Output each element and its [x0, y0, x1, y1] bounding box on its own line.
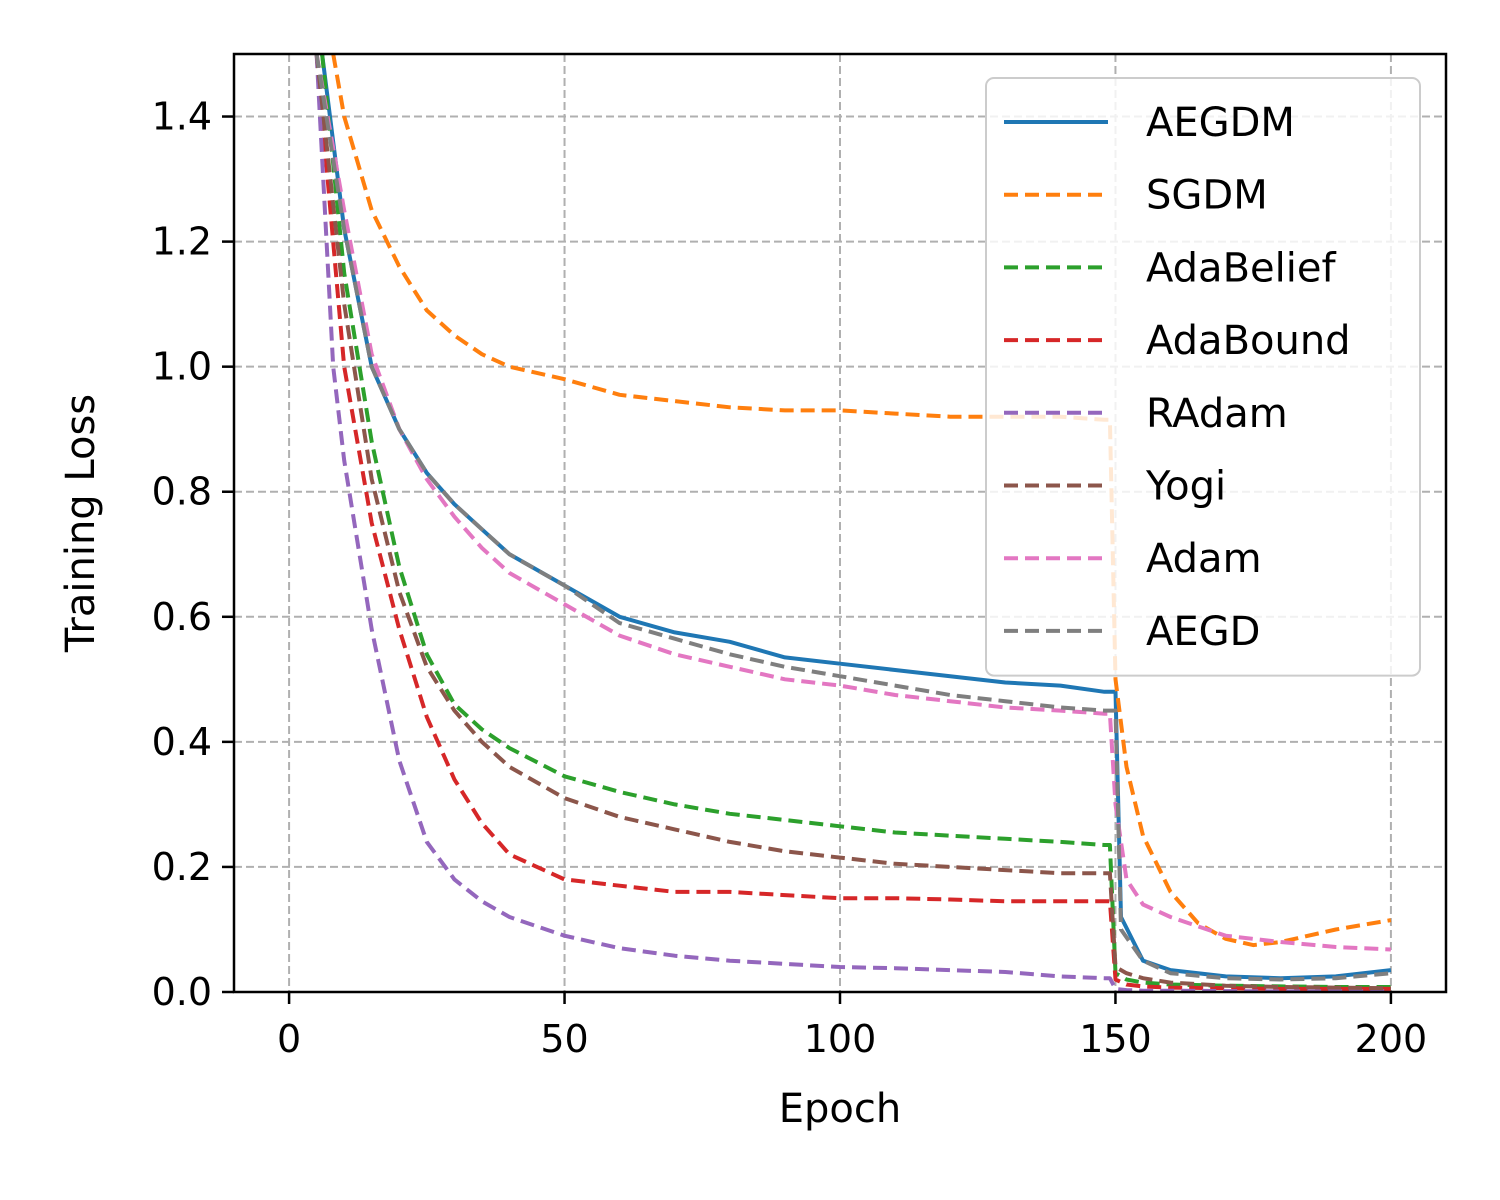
legend-label: AEGDM	[1146, 100, 1295, 146]
y-tick-label: 1.2	[152, 220, 212, 264]
legend-label: Adam	[1146, 536, 1262, 582]
x-tick-label: 200	[1355, 1017, 1428, 1061]
y-tick-label: 0.0	[152, 970, 212, 1014]
series-line-adabound	[314, 54, 1391, 991]
x-axis-title: Epoch	[779, 1086, 901, 1132]
legend: AEGDM SGDM AdaBelief AdaBound RAdam Yogi Adam A…	[985, 77, 1421, 677]
x-tick-label: 0	[277, 1017, 301, 1061]
legend-label: RAdam	[1146, 391, 1288, 437]
legend-label: AdaBelief	[1146, 245, 1336, 291]
legend-label: AEGD	[1146, 609, 1260, 655]
x-tick-label: 150	[1079, 1017, 1152, 1061]
x-tick-label: 100	[804, 1017, 877, 1061]
y-tick-label: 0.6	[152, 595, 212, 639]
x-tick-label: 50	[540, 1017, 588, 1061]
series-line-aegd	[314, 54, 1392, 982]
series-lines	[314, 54, 1392, 992]
legend-label: SGDM	[1146, 173, 1268, 219]
series-line-adam	[314, 54, 1391, 952]
series-line-adabelief	[320, 54, 1391, 989]
series-line-sgdm	[331, 54, 1392, 948]
y-tick-label: 0.2	[152, 845, 212, 889]
legend-label: AdaBound	[1146, 318, 1351, 364]
y-axis-title: Training Loss	[58, 394, 104, 653]
y-tick-label: 1.0	[152, 345, 212, 389]
legend-label: Yogi	[1145, 464, 1226, 510]
y-tick-label: 0.4	[152, 720, 212, 764]
y-tick-label: 1.4	[152, 95, 212, 139]
legend-box	[985, 77, 1421, 677]
series-line-radam	[314, 54, 1391, 992]
axis-ticks: 0 50 100 150 200 0.0 0.2 0.4 0.6 0.8 1.0 1.2 1.4	[152, 95, 1428, 1061]
y-tick-label: 0.8	[152, 470, 212, 514]
